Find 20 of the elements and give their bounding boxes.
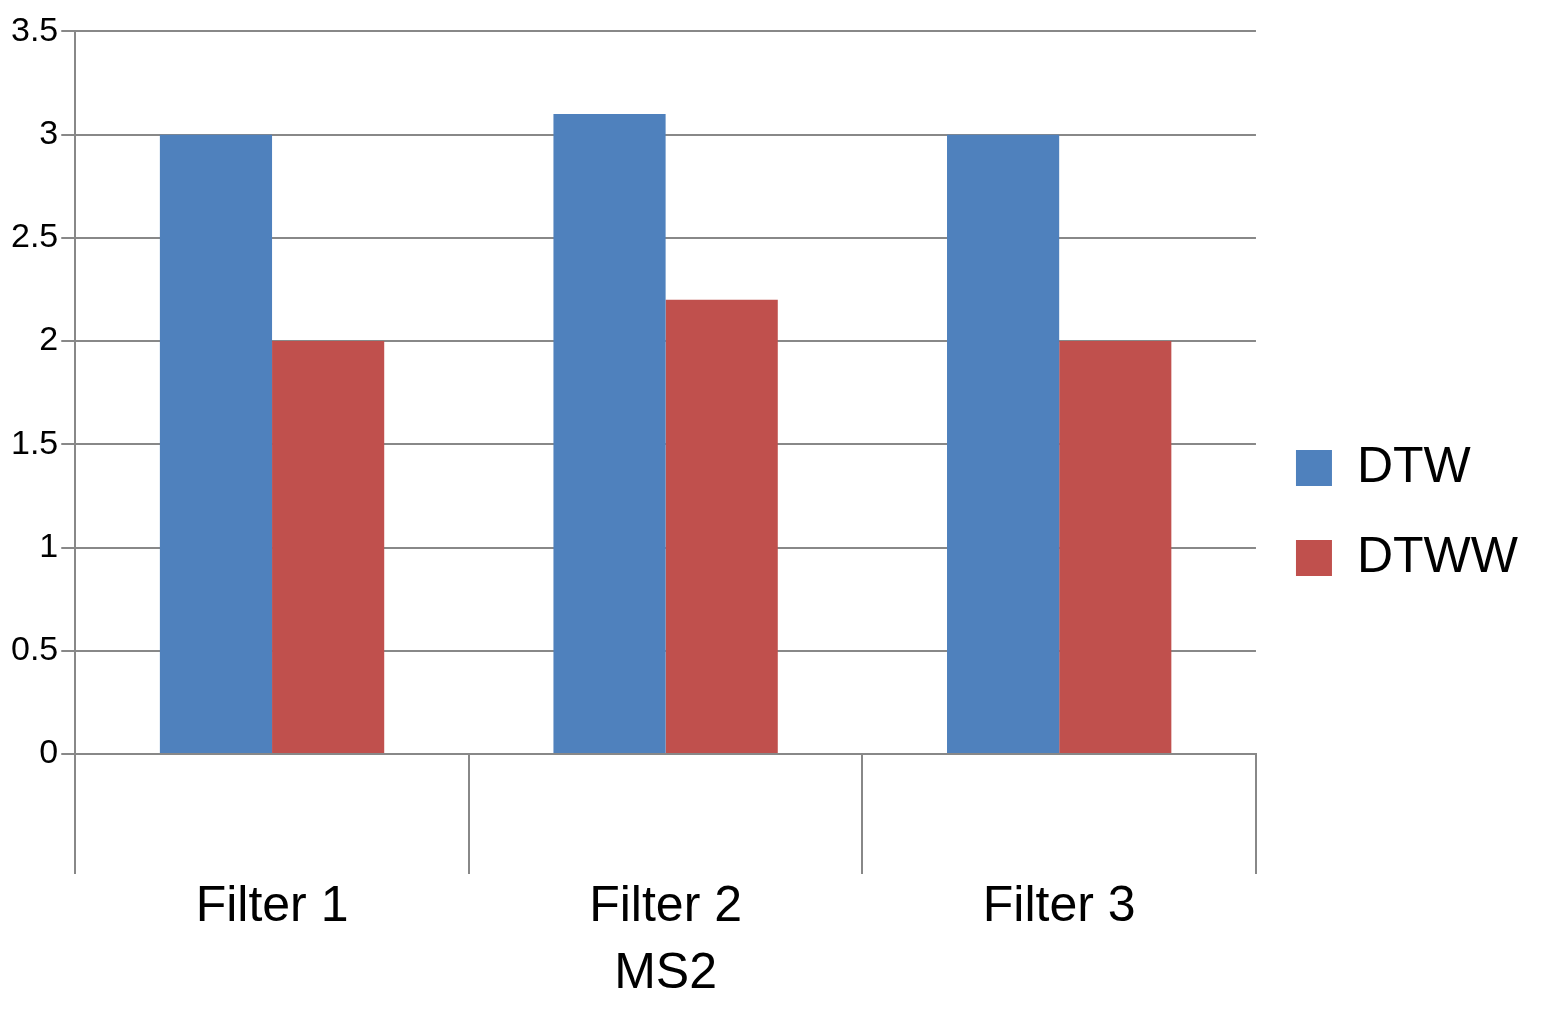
bar	[665, 299, 778, 753]
y-tick-label: 3.5	[11, 9, 59, 48]
y-tick-label: 1	[39, 525, 59, 564]
legend-label: DTWW	[1356, 526, 1519, 583]
y-tick-label: 1.5	[11, 422, 59, 461]
x-tick-label: Filter 2	[589, 875, 743, 932]
x-tick-label: Filter 3	[982, 875, 1136, 932]
y-tick-label: 2	[39, 319, 59, 358]
bar	[159, 134, 273, 753]
y-tick-label: 0.5	[11, 629, 59, 668]
bar	[553, 113, 666, 753]
y-tick-label: 2.5	[11, 216, 59, 255]
y-tick-label: 0	[39, 732, 59, 771]
bar	[1059, 341, 1172, 753]
bar	[947, 134, 1060, 753]
x-tick-label: Filter 1	[195, 875, 349, 932]
legend-label: DTW	[1356, 436, 1472, 493]
y-tick-label: 3	[39, 113, 59, 151]
bar	[272, 341, 385, 753]
x-axis-title: MS2	[614, 942, 718, 999]
